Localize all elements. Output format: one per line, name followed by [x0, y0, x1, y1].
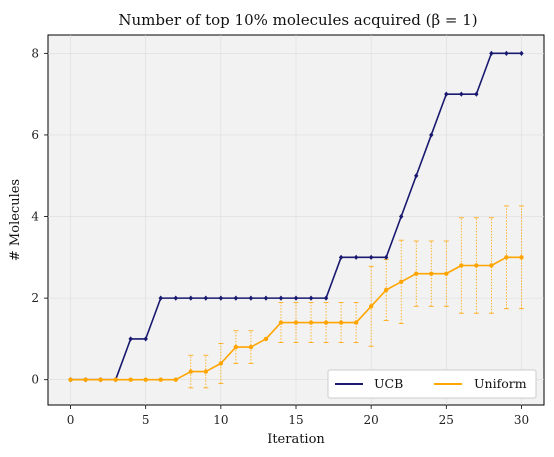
data-point-ucb: [414, 173, 419, 179]
x-tick-label: 10: [213, 413, 228, 427]
x-tick-label: 15: [288, 413, 303, 427]
data-point-uniform: [353, 320, 359, 325]
x-tick-label: 5: [142, 413, 150, 427]
legend-label-ucb: UCB: [374, 376, 403, 391]
data-point-uniform: [414, 271, 419, 276]
data-point-uniform: [173, 377, 178, 382]
data-point-ucb: [173, 295, 178, 301]
data-point-uniform: [399, 279, 404, 285]
data-point-ucb: [188, 295, 193, 301]
data-point-uniform: [278, 320, 284, 325]
x-tick-label: 30: [514, 413, 529, 427]
y-tick-label: 8: [31, 46, 39, 60]
data-point-uniform: [459, 263, 464, 268]
data-point-ucb: [383, 254, 389, 260]
data-point-uniform: [338, 320, 344, 325]
data-point-ucb: [128, 336, 133, 342]
data-point-uniform: [158, 377, 163, 382]
data-point-ucb: [444, 91, 449, 97]
data-point-ucb: [353, 254, 359, 260]
data-point-ucb: [368, 254, 374, 260]
data-point-uniform: [233, 344, 239, 350]
ticks: 0 5 10 15 20 25 30 0 2 4 6 8: [31, 46, 529, 427]
legend: UCB Uniform: [327, 369, 537, 399]
data-point-uniform: [128, 377, 133, 382]
data-point-uniform: [383, 287, 389, 293]
data-point-ucb: [429, 132, 434, 138]
data-point-ucb: [504, 50, 509, 56]
data-point-ucb: [323, 295, 329, 301]
data-point-ucb: [459, 91, 464, 97]
data-point-uniform: [113, 377, 118, 382]
data-point-ucb: [248, 295, 254, 301]
data-point-ucb: [338, 254, 344, 260]
data-point-uniform: [98, 377, 103, 382]
x-axis-label: Iteration: [267, 432, 325, 447]
data-point-uniform: [68, 377, 73, 382]
data-point-uniform: [323, 320, 329, 325]
data-point-ucb: [293, 295, 299, 301]
data-point-ucb: [158, 295, 163, 301]
chart-title: Number of top 10% molecules acquired (β …: [118, 11, 477, 29]
data-point-ucb: [399, 213, 404, 220]
data-point-ucb: [203, 295, 209, 301]
y-tick-label: 2: [31, 291, 39, 305]
data-point-uniform: [474, 263, 479, 268]
data-point-ucb: [263, 295, 269, 301]
x-tick-label: 0: [67, 413, 75, 427]
y-tick-label: 0: [31, 373, 39, 387]
data-point-uniform: [248, 344, 254, 350]
data-point-ucb: [218, 295, 224, 301]
data-point-uniform: [429, 271, 434, 276]
data-point-ucb: [233, 295, 239, 301]
x-tick-label: 25: [439, 413, 454, 427]
data-point-ucb: [308, 295, 314, 301]
data-point-uniform: [188, 369, 193, 374]
data-point-uniform: [368, 304, 374, 309]
series-points: [68, 50, 524, 383]
data-point-uniform: [83, 377, 88, 382]
data-point-ucb: [519, 50, 524, 56]
data-point-uniform: [504, 255, 509, 260]
data-point-uniform: [519, 255, 524, 260]
data-point-ucb: [143, 336, 148, 342]
y-tick-label: 4: [31, 210, 39, 224]
data-point-uniform: [444, 271, 449, 276]
data-point-uniform: [308, 320, 314, 325]
y-axis-label: # Molecules: [8, 179, 23, 261]
data-point-uniform: [143, 377, 148, 382]
legend-label-uniform: Uniform: [474, 376, 527, 391]
data-point-ucb: [489, 50, 494, 56]
data-point-uniform: [218, 361, 224, 366]
data-point-ucb: [278, 295, 284, 301]
x-tick-label: 20: [364, 413, 379, 427]
data-point-uniform: [263, 336, 269, 342]
data-point-uniform: [203, 369, 209, 374]
legend-box: [327, 369, 537, 399]
data-point-uniform: [489, 263, 494, 268]
y-tick-label: 6: [31, 128, 39, 142]
data-point-ucb: [474, 91, 479, 97]
data-point-uniform: [293, 320, 299, 325]
